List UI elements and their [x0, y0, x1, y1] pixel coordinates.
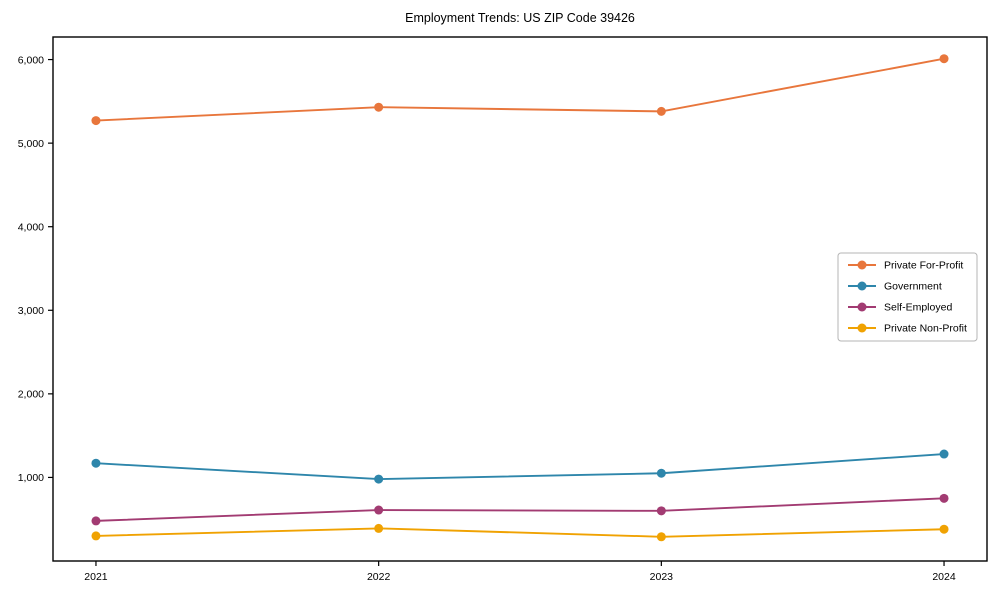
data-point — [656, 106, 666, 116]
data-point — [374, 474, 384, 484]
legend-label: Self-Employed — [884, 302, 952, 314]
y-tick-label: 4,000 — [18, 221, 44, 233]
legend-swatch-marker — [857, 323, 867, 333]
legend-label: Private For-Profit — [884, 260, 963, 272]
data-point — [91, 458, 101, 468]
data-point — [939, 493, 949, 503]
x-tick-label: 2022 — [367, 571, 391, 583]
series-line-private-non-profit — [95, 527, 945, 538]
y-tick-label: 5,000 — [18, 138, 44, 150]
y-tick-label: 3,000 — [18, 305, 44, 317]
series-line-self-employed — [95, 497, 945, 522]
x-tick-label: 2023 — [650, 571, 674, 583]
y-tick-label: 6,000 — [18, 54, 44, 66]
data-point — [374, 505, 384, 515]
series-line-private-for-profit — [95, 57, 945, 122]
legend-label: Private Non-Profit — [884, 323, 967, 335]
legend-box — [837, 252, 978, 342]
chart-title: Employment Trends: US ZIP Code 39426 — [405, 11, 635, 25]
data-point — [374, 102, 384, 112]
data-point — [656, 468, 666, 478]
data-point — [939, 54, 949, 64]
y-tick-label: 2,000 — [18, 389, 44, 401]
legend-swatch-marker — [857, 302, 867, 312]
data-point — [656, 532, 666, 542]
legend-swatch-marker — [857, 281, 867, 291]
legend-label: Government — [884, 281, 942, 293]
data-point — [91, 531, 101, 541]
data-point — [656, 506, 666, 516]
data-point — [91, 116, 101, 126]
legend-swatch-marker — [857, 260, 867, 270]
x-tick-label: 2021 — [84, 571, 108, 583]
data-point — [374, 523, 384, 533]
x-tick-label: 2024 — [932, 571, 956, 583]
data-point — [939, 524, 949, 534]
plot-border — [52, 36, 988, 562]
series-line-government — [95, 453, 945, 481]
y-tick-label: 1,000 — [18, 472, 44, 484]
data-point — [939, 449, 949, 459]
data-point — [91, 516, 101, 526]
